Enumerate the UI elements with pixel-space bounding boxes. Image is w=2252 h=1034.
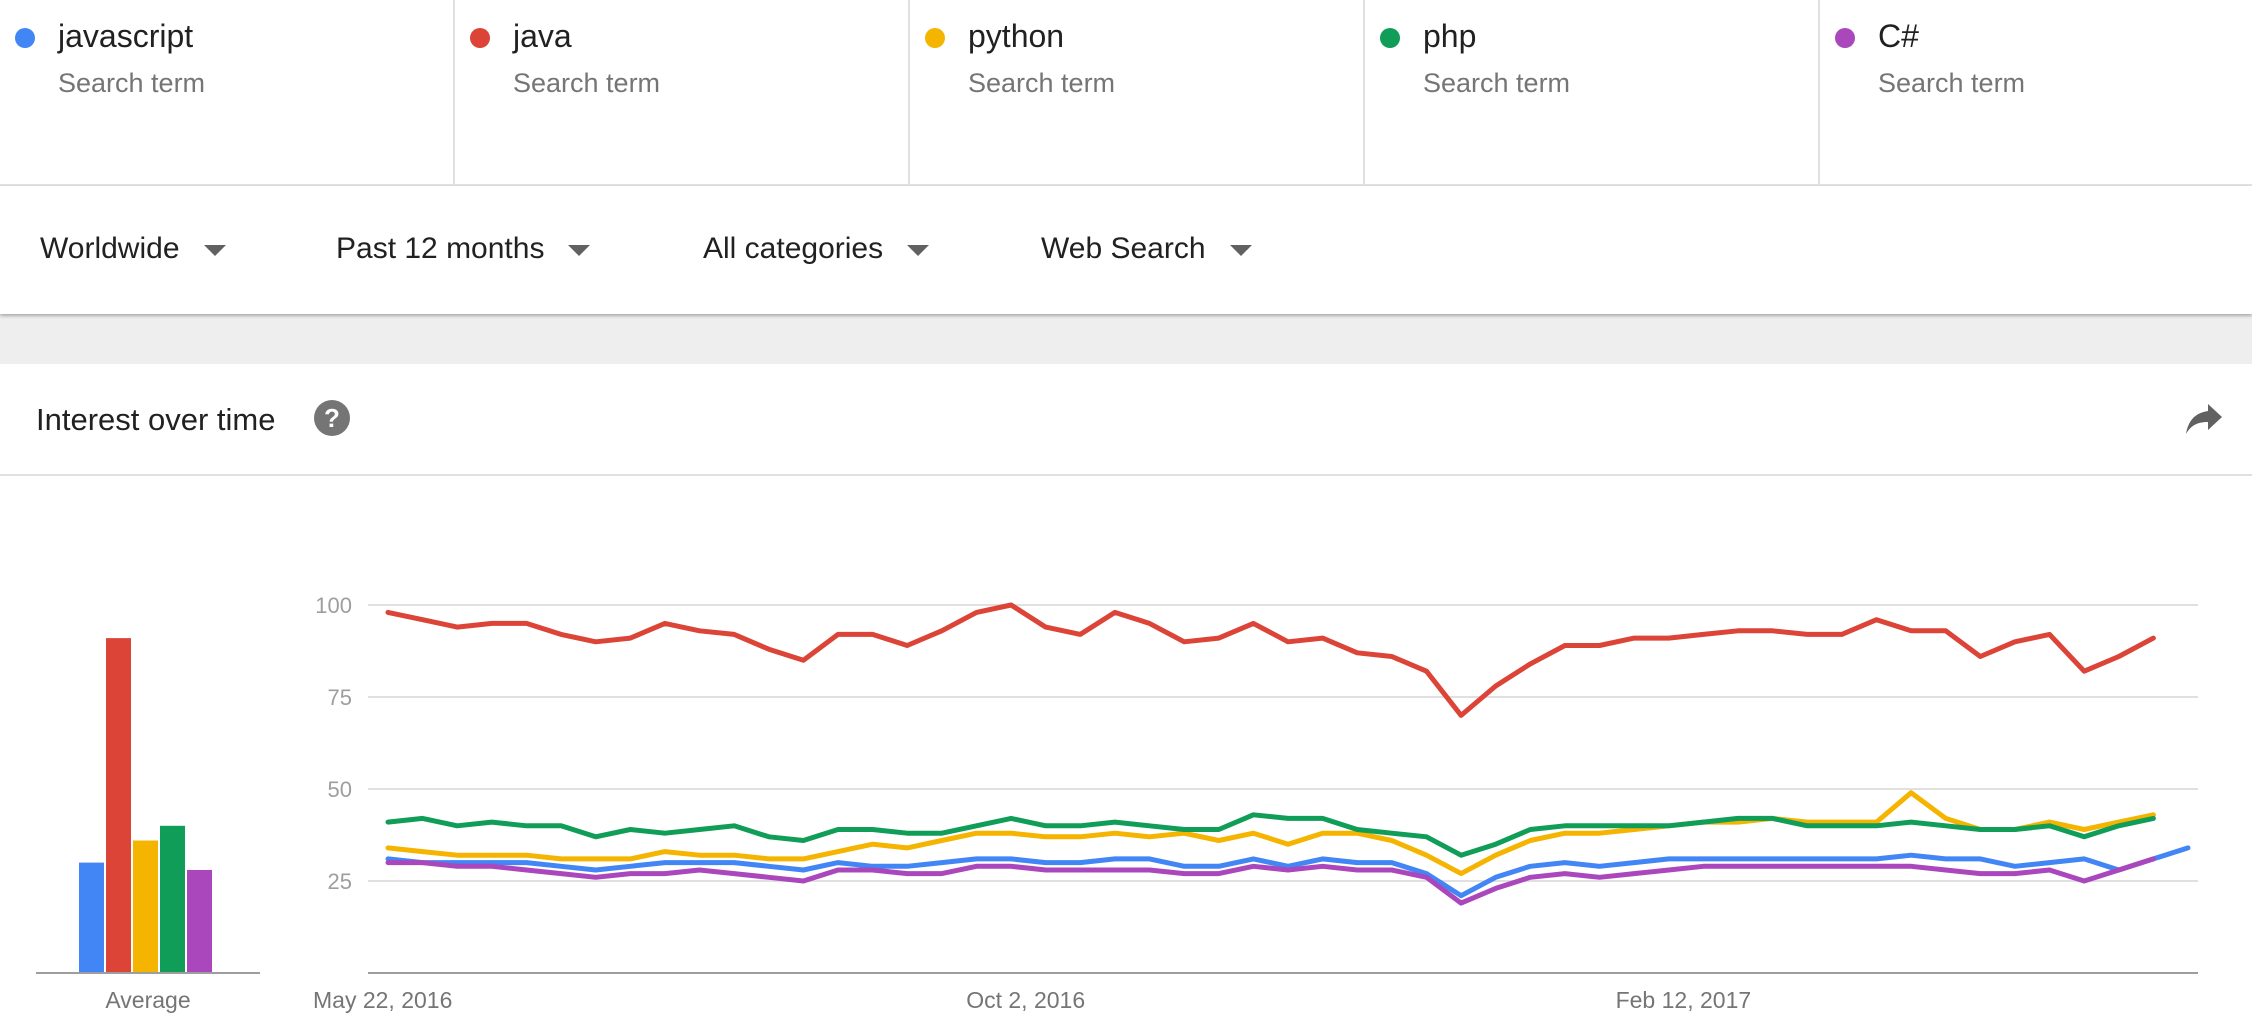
category-dropdown-label: All categories [703, 232, 884, 265]
search-term-php[interactable]: php Search term [1365, 0, 1820, 184]
caret-down-icon [907, 244, 930, 256]
interest-over-time-chart: 25 50 75 100 May 22, 2016 Oct 2, 2016 Feb 12, … [36, 593, 2198, 1013]
average-bar-python [133, 840, 158, 973]
x-tick-label: Feb 12, 2017 [1616, 987, 1752, 1013]
time-range-dropdown-label: Past 12 months [336, 232, 545, 265]
series-color-dot-icon [925, 28, 945, 48]
y-tick-label: 50 [328, 777, 352, 802]
region-dropdown-label: Worldwide [40, 232, 180, 265]
series-line-python [385, 790, 2156, 877]
x-tick-label: May 22, 2016 [313, 987, 452, 1013]
series-line-php [385, 812, 2156, 858]
category-dropdown[interactable]: All categories [703, 232, 930, 266]
search-term-name: javascript [58, 18, 194, 54]
search-term-subtitle: Search term [58, 68, 206, 98]
search-terms-bar: javascript Search term java Search term … [0, 0, 2252, 186]
search-term-name: C# [1878, 18, 1919, 54]
series-line-javascript [385, 845, 2191, 899]
series-color-dot-icon [1380, 28, 1400, 48]
search-term-name: java [513, 18, 572, 54]
question-circle-icon[interactable]: ? [314, 400, 350, 436]
x-tick-label: Oct 2, 2016 [966, 987, 1085, 1013]
series-color-dot-icon [470, 28, 490, 48]
y-tick-label: 75 [328, 685, 352, 710]
search-type-dropdown-label: Web Search [1041, 232, 1206, 265]
caret-down-icon [1229, 244, 1252, 256]
section-separator [0, 314, 2252, 364]
series-color-dot-icon [15, 28, 35, 48]
search-term-subtitle: Search term [513, 68, 661, 98]
series-line-Csharp [385, 856, 2156, 906]
search-type-dropdown[interactable]: Web Search [1041, 232, 1252, 266]
caret-down-icon [568, 244, 591, 256]
search-term-name: python [968, 18, 1065, 54]
search-term-name: php [1423, 18, 1477, 54]
card-header: Interest over time ? [0, 364, 2252, 476]
search-term-java[interactable]: java Search term [455, 0, 910, 184]
search-term-javascript[interactable]: javascript Search term [0, 0, 455, 184]
search-term-csharp[interactable]: C# Search term [1820, 0, 2252, 184]
share-arrow-icon[interactable] [2184, 402, 2224, 436]
y-tick-label: 25 [328, 869, 352, 894]
search-term-subtitle: Search term [1423, 68, 1571, 98]
average-label: Average [105, 987, 190, 1013]
interest-over-time-card: Interest over time ? 25 50 75 100 May 22, 20… [0, 364, 2252, 1034]
average-bar-javascript [79, 862, 104, 973]
search-term-subtitle: Search term [1878, 68, 2026, 98]
caret-down-icon [203, 244, 226, 256]
average-bar-java [106, 638, 131, 973]
card-title: Interest over time [36, 402, 276, 437]
search-term-python[interactable]: python Search term [910, 0, 1365, 184]
average-bar-php [160, 825, 185, 973]
average-bar-Csharp [187, 869, 212, 973]
filter-bar: Worldwide Past 12 months All categories … [0, 186, 2252, 314]
region-dropdown[interactable]: Worldwide [40, 232, 226, 266]
time-range-dropdown[interactable]: Past 12 months [336, 232, 591, 266]
series-color-dot-icon [1835, 28, 1855, 48]
y-tick-label: 100 [315, 593, 352, 618]
search-term-subtitle: Search term [968, 68, 1116, 98]
series-line-java [385, 602, 2156, 718]
